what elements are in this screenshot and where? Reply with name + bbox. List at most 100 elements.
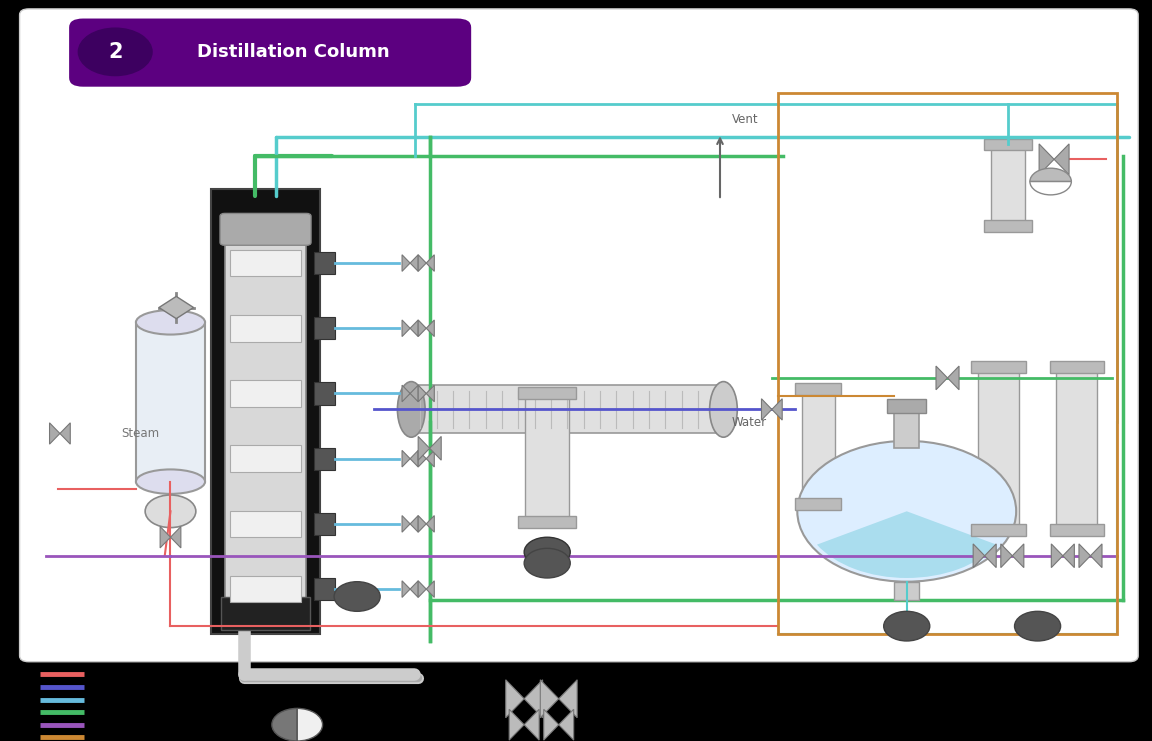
Polygon shape bbox=[506, 679, 524, 718]
Bar bbox=[314, 448, 335, 470]
Text: 2: 2 bbox=[108, 42, 122, 62]
Polygon shape bbox=[985, 544, 996, 568]
Polygon shape bbox=[418, 255, 426, 271]
Bar bbox=[225, 233, 306, 604]
Polygon shape bbox=[418, 451, 426, 467]
Polygon shape bbox=[410, 255, 418, 271]
Polygon shape bbox=[50, 423, 60, 444]
Bar bbox=[518, 516, 576, 528]
Polygon shape bbox=[60, 423, 70, 444]
Polygon shape bbox=[402, 451, 410, 467]
Bar bbox=[1056, 367, 1097, 530]
Wedge shape bbox=[1030, 168, 1071, 182]
Text: Vent: Vent bbox=[732, 113, 758, 126]
Polygon shape bbox=[1054, 144, 1069, 175]
Bar bbox=[211, 189, 320, 634]
Bar bbox=[314, 382, 335, 405]
Polygon shape bbox=[1063, 544, 1075, 568]
Bar bbox=[795, 498, 841, 510]
Wedge shape bbox=[1030, 182, 1071, 195]
Ellipse shape bbox=[397, 382, 425, 437]
Text: Steam: Steam bbox=[121, 427, 159, 440]
Polygon shape bbox=[160, 527, 170, 548]
Bar bbox=[518, 387, 576, 399]
Polygon shape bbox=[410, 451, 418, 467]
Bar bbox=[887, 399, 926, 413]
Bar bbox=[984, 220, 1032, 232]
Bar bbox=[314, 317, 335, 339]
Polygon shape bbox=[524, 679, 543, 718]
Circle shape bbox=[797, 441, 1016, 582]
Circle shape bbox=[1015, 611, 1061, 641]
Wedge shape bbox=[297, 708, 323, 741]
Polygon shape bbox=[947, 366, 958, 390]
Polygon shape bbox=[426, 385, 434, 402]
Bar bbox=[411, 385, 723, 433]
Bar bbox=[984, 139, 1032, 150]
Wedge shape bbox=[272, 708, 297, 741]
Polygon shape bbox=[1013, 544, 1024, 568]
Circle shape bbox=[145, 495, 196, 528]
Polygon shape bbox=[402, 320, 410, 336]
Polygon shape bbox=[559, 679, 577, 718]
Bar bbox=[314, 252, 335, 274]
Bar bbox=[230, 445, 301, 472]
FancyBboxPatch shape bbox=[69, 19, 471, 87]
Polygon shape bbox=[1091, 544, 1102, 568]
Polygon shape bbox=[540, 679, 559, 718]
Circle shape bbox=[884, 611, 930, 641]
Polygon shape bbox=[1079, 544, 1091, 568]
Bar bbox=[230, 250, 301, 276]
Text: Water: Water bbox=[732, 416, 766, 429]
Polygon shape bbox=[509, 709, 524, 740]
Bar bbox=[802, 389, 834, 504]
Bar bbox=[978, 367, 1018, 530]
Bar bbox=[971, 361, 1025, 373]
Polygon shape bbox=[402, 255, 410, 271]
Polygon shape bbox=[426, 320, 434, 336]
Bar bbox=[314, 513, 335, 535]
Polygon shape bbox=[426, 581, 434, 597]
Bar bbox=[314, 578, 335, 600]
FancyBboxPatch shape bbox=[220, 213, 311, 245]
Polygon shape bbox=[418, 436, 430, 460]
Polygon shape bbox=[1001, 544, 1013, 568]
Polygon shape bbox=[430, 436, 441, 460]
Ellipse shape bbox=[136, 310, 205, 335]
Polygon shape bbox=[410, 581, 418, 597]
Polygon shape bbox=[402, 385, 410, 402]
Polygon shape bbox=[402, 516, 410, 532]
Polygon shape bbox=[1039, 144, 1054, 175]
Bar bbox=[894, 582, 919, 600]
Bar bbox=[778, 93, 1117, 634]
Polygon shape bbox=[559, 709, 574, 740]
Polygon shape bbox=[426, 451, 434, 467]
Bar bbox=[991, 144, 1025, 226]
Bar bbox=[894, 404, 919, 448]
Bar bbox=[1049, 361, 1104, 373]
Bar bbox=[971, 524, 1025, 536]
Polygon shape bbox=[1052, 544, 1063, 568]
Polygon shape bbox=[410, 516, 418, 532]
Polygon shape bbox=[418, 385, 426, 402]
Bar bbox=[1049, 524, 1104, 536]
Polygon shape bbox=[935, 366, 947, 390]
Circle shape bbox=[524, 537, 570, 567]
Polygon shape bbox=[544, 709, 559, 740]
Polygon shape bbox=[418, 581, 426, 597]
Polygon shape bbox=[761, 399, 772, 420]
Polygon shape bbox=[418, 516, 426, 532]
Polygon shape bbox=[410, 385, 418, 402]
Polygon shape bbox=[973, 544, 985, 568]
Ellipse shape bbox=[136, 470, 205, 494]
Bar bbox=[230, 380, 301, 407]
Circle shape bbox=[334, 582, 380, 611]
Bar bbox=[230, 511, 301, 537]
Polygon shape bbox=[772, 399, 782, 420]
FancyBboxPatch shape bbox=[20, 9, 1138, 662]
Bar bbox=[230, 315, 301, 342]
Bar bbox=[136, 322, 205, 482]
Bar bbox=[221, 597, 310, 630]
Polygon shape bbox=[426, 516, 434, 532]
Circle shape bbox=[524, 548, 570, 578]
